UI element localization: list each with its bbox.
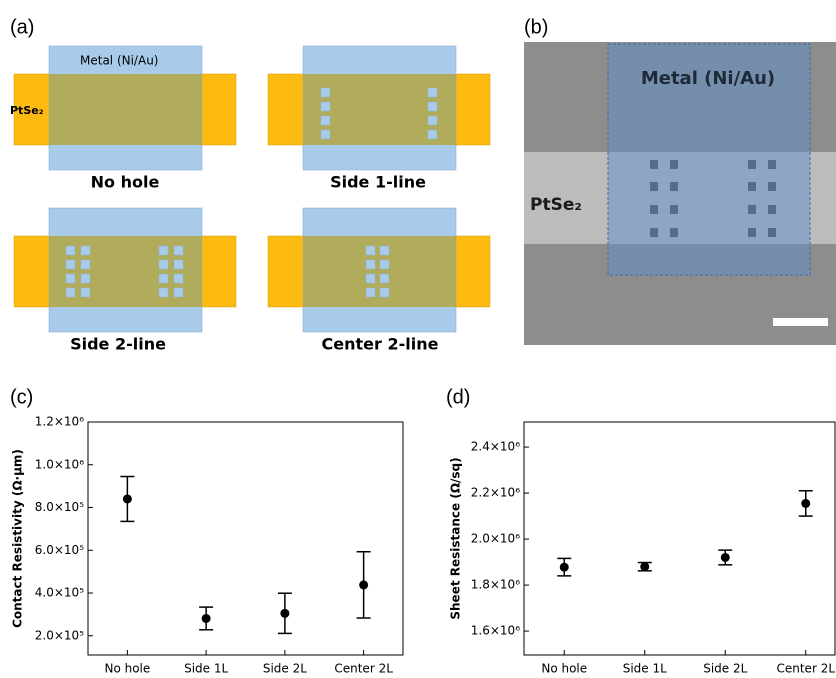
hole bbox=[173, 273, 184, 284]
x-tick-label: Side 1L bbox=[623, 662, 667, 676]
hole bbox=[365, 273, 376, 284]
micrograph bbox=[524, 42, 836, 345]
hole bbox=[173, 259, 184, 270]
ptse2-label: PtSe₂ bbox=[530, 195, 582, 215]
data-point bbox=[559, 562, 569, 572]
hole bbox=[65, 287, 76, 298]
hole bbox=[365, 259, 376, 270]
overlap bbox=[49, 74, 202, 145]
y-tick-label: 2.2×10⁶ bbox=[471, 486, 520, 500]
overlap bbox=[303, 236, 456, 307]
x-tick-label: No hole bbox=[104, 662, 150, 676]
hole bbox=[427, 101, 438, 112]
data-point bbox=[280, 608, 290, 618]
y-tick-label: 2.0×10⁵ bbox=[35, 628, 84, 642]
hole bbox=[65, 273, 76, 284]
diagram-label: Center 2-line bbox=[322, 335, 439, 354]
hole bbox=[80, 259, 91, 270]
data-point bbox=[720, 552, 730, 562]
hole bbox=[173, 245, 184, 256]
scale-bar bbox=[773, 318, 828, 326]
panel-label: (d) bbox=[446, 386, 470, 408]
ptse2-label: PtSe₂ bbox=[10, 104, 44, 117]
hole bbox=[158, 273, 169, 284]
hole bbox=[365, 245, 376, 256]
x-tick-label: No hole bbox=[541, 662, 587, 676]
hole bbox=[80, 245, 91, 256]
hole bbox=[158, 259, 169, 270]
y-tick-label: 1.8×10⁶ bbox=[471, 578, 520, 592]
panel-label: (c) bbox=[10, 386, 33, 408]
data-point bbox=[201, 613, 211, 623]
y-tick-label: 2.4×10⁶ bbox=[471, 440, 520, 454]
hole bbox=[365, 287, 376, 298]
data-point bbox=[801, 498, 811, 508]
hole bbox=[379, 245, 390, 256]
x-tick-label: Center 2L bbox=[776, 662, 835, 676]
hole bbox=[320, 101, 331, 112]
x-tick-label: Center 2L bbox=[334, 662, 393, 676]
x-tick-label: Side 1L bbox=[184, 662, 228, 676]
metal-label: Metal (Ni/Au) bbox=[80, 54, 158, 68]
y-tick-label: 1.2×10⁶ bbox=[35, 415, 84, 429]
y-axis-label: Sheet Resistance (Ω/sq) bbox=[449, 457, 463, 619]
panel-label: (a) bbox=[10, 16, 34, 38]
diagrams bbox=[13, 45, 491, 333]
hole bbox=[158, 245, 169, 256]
metal-label: Metal (Ni/Au) bbox=[641, 68, 775, 89]
diagram-label: Side 2-line bbox=[70, 335, 166, 354]
hole bbox=[158, 287, 169, 298]
hole bbox=[427, 87, 438, 98]
y-tick-label: 1.0×10⁶ bbox=[35, 457, 84, 471]
diagram-label: Side 1-line bbox=[330, 173, 426, 192]
y-tick-label: 2.0×10⁶ bbox=[471, 532, 520, 546]
hole bbox=[320, 115, 331, 126]
hole bbox=[80, 273, 91, 284]
hole bbox=[65, 245, 76, 256]
x-tick-label: Side 2L bbox=[703, 662, 747, 676]
hole bbox=[427, 115, 438, 126]
y-tick-label: 1.6×10⁶ bbox=[471, 624, 520, 638]
hole bbox=[427, 129, 438, 140]
y-tick-label: 6.0×10⁵ bbox=[35, 543, 84, 557]
hole bbox=[80, 287, 91, 298]
panel-label: (b) bbox=[524, 16, 548, 38]
plot-frame bbox=[523, 421, 836, 656]
hole bbox=[320, 87, 331, 98]
y-tick-label: 8.0×10⁵ bbox=[35, 500, 84, 514]
plot-frame bbox=[87, 421, 404, 656]
hole bbox=[65, 259, 76, 270]
hole bbox=[379, 273, 390, 284]
hole bbox=[379, 287, 390, 298]
data-point bbox=[640, 562, 650, 572]
data-point bbox=[122, 494, 132, 504]
data-point bbox=[359, 580, 369, 590]
y-axis-label: Contact Resistivity (Ω·μm) bbox=[11, 449, 25, 628]
y-tick-label: 4.0×10⁵ bbox=[35, 586, 84, 600]
x-tick-label: Side 2L bbox=[263, 662, 307, 676]
hole bbox=[379, 259, 390, 270]
diagram-label: No hole bbox=[91, 173, 160, 192]
hole bbox=[173, 287, 184, 298]
hole bbox=[320, 129, 331, 140]
